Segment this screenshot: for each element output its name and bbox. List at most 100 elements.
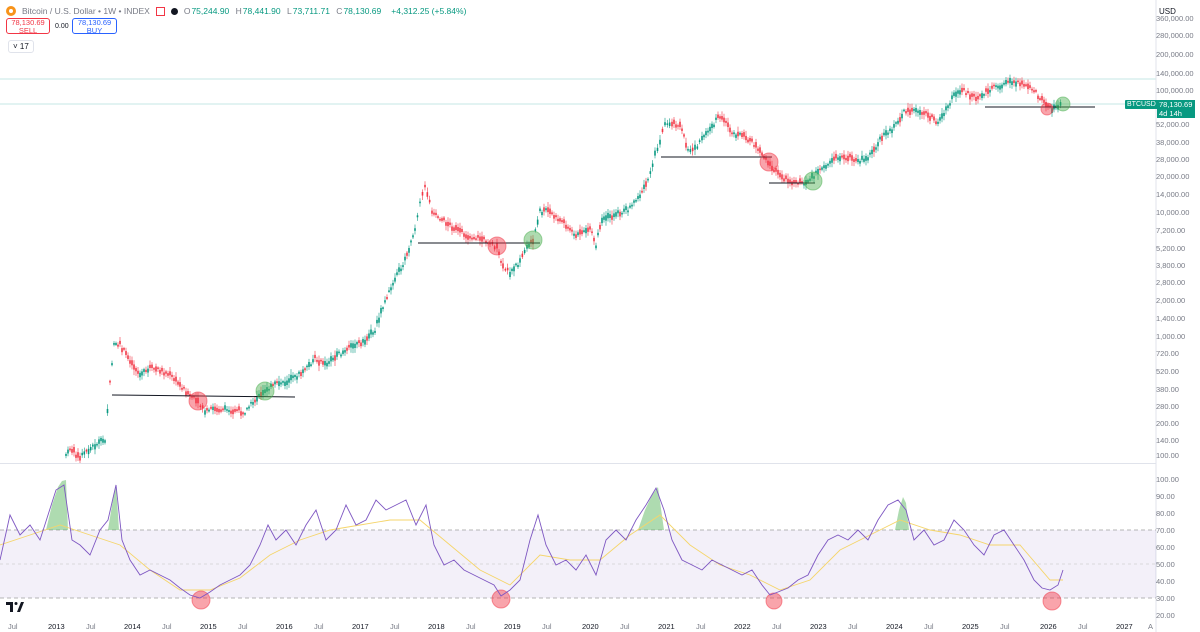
- candle-body: [709, 126, 711, 132]
- candle-body: [250, 401, 252, 404]
- candle-body: [549, 208, 551, 215]
- current-price-value: 78,130.69: [1159, 100, 1193, 109]
- bar-countdown: 4d 14h: [1159, 108, 1182, 118]
- candle-body: [757, 148, 759, 151]
- candle-body: [915, 107, 917, 113]
- candle-body: [659, 139, 661, 145]
- tradingview-logo-icon[interactable]: [6, 601, 24, 613]
- buy-marker[interactable]: [1055, 96, 1071, 112]
- currency-selector[interactable]: USD: [1155, 5, 1180, 18]
- price-tick: 280,000.00: [1156, 31, 1194, 40]
- sell-marker[interactable]: [759, 152, 779, 172]
- rsi-oversold-marker[interactable]: [491, 589, 511, 609]
- candle-body: [849, 153, 851, 158]
- high-key: H: [235, 6, 242, 16]
- candle-body: [621, 212, 623, 215]
- candle-body: [873, 146, 875, 152]
- candle-body: [127, 355, 129, 360]
- price-tick: 720.00: [1156, 349, 1179, 358]
- candle-body: [195, 397, 197, 404]
- candle-body: [859, 160, 861, 164]
- candle-body: [521, 253, 524, 258]
- candle-body: [1013, 80, 1015, 83]
- price-tick: 140,000.00: [1156, 69, 1194, 78]
- candle-body: [547, 207, 549, 213]
- candle-body: [294, 374, 296, 378]
- candle-body: [675, 124, 677, 128]
- candle-body: [777, 169, 779, 175]
- rsi-oversold-marker[interactable]: [191, 590, 211, 610]
- candle-body: [513, 266, 515, 272]
- candle-body: [431, 210, 433, 214]
- buy-button[interactable]: 78,130.69 BUY: [72, 18, 117, 35]
- candle-body: [979, 94, 981, 97]
- symbol-title[interactable]: Bitcoin / U.S. Dollar • 1W • INDEX: [22, 6, 150, 16]
- candle-body: [519, 258, 521, 263]
- candle-body: [380, 307, 382, 314]
- candle-body: [817, 169, 819, 175]
- time-tick: 2021: [658, 622, 675, 631]
- candle-body: [461, 229, 463, 233]
- candle-body: [264, 389, 266, 394]
- candle-body: [696, 146, 699, 149]
- candle-body: [477, 235, 479, 238]
- candle-body: [523, 249, 526, 254]
- candle-body: [569, 227, 571, 231]
- candle-body: [308, 361, 310, 367]
- sell-marker[interactable]: [1040, 102, 1054, 116]
- candle-body: [1043, 99, 1045, 103]
- candle-body: [256, 396, 258, 402]
- candle-body: [899, 117, 901, 123]
- sell-button[interactable]: 78,130.69 SELL: [6, 18, 50, 35]
- rsi-tick: 100.00: [1156, 475, 1179, 484]
- candle-body: [77, 452, 79, 458]
- candle-body: [599, 224, 601, 230]
- candle-body: [318, 360, 320, 366]
- buy-marker[interactable]: [523, 230, 543, 250]
- sell-marker[interactable]: [188, 391, 208, 411]
- candle-body: [139, 372, 141, 378]
- rsi-tick: 70.00: [1156, 526, 1175, 535]
- sell-marker[interactable]: [487, 236, 507, 256]
- candle-body: [384, 300, 386, 303]
- candle-body: [73, 447, 75, 453]
- candle-body: [727, 122, 729, 128]
- candle-body: [717, 114, 719, 118]
- candle-body: [553, 215, 555, 219]
- rsi-oversold-marker[interactable]: [765, 592, 783, 610]
- price-tick: 1,000.00: [1156, 332, 1186, 341]
- candle-body: [683, 134, 685, 137]
- candle-body: [783, 178, 785, 182]
- candle-body: [861, 155, 863, 160]
- sell-price: 78,130.69: [11, 18, 45, 27]
- candle-body: [67, 449, 69, 454]
- candle-body: [248, 406, 250, 409]
- rsi-oversold-marker[interactable]: [1042, 591, 1062, 611]
- price-tick: 2,800.00: [1156, 278, 1186, 287]
- indicators-toggle[interactable]: ˅ 17: [8, 40, 34, 53]
- support-line-2014[interactable]: [111, 394, 296, 398]
- candle-body: [197, 397, 199, 404]
- candle-body: [951, 95, 953, 100]
- candle-body: [889, 128, 891, 132]
- candle-body: [467, 235, 469, 240]
- buy-marker[interactable]: [255, 381, 275, 401]
- candle-body: [595, 245, 597, 249]
- candle-body: [623, 208, 625, 212]
- candle-body: [81, 452, 83, 456]
- candle-body: [839, 156, 841, 162]
- candle-body: [1009, 77, 1011, 84]
- buy-marker[interactable]: [803, 171, 823, 191]
- candle-body: [885, 130, 887, 136]
- candle-body: [100, 437, 102, 442]
- candle-body: [216, 407, 218, 412]
- pane-divider[interactable]: [0, 463, 1156, 464]
- time-tick: Jul: [848, 622, 858, 631]
- candle-body: [437, 216, 439, 218]
- candle-body: [137, 370, 139, 374]
- candle-body: [807, 179, 809, 183]
- candle-body: [306, 365, 308, 368]
- candle-body: [469, 235, 471, 239]
- candle-body: [793, 180, 795, 183]
